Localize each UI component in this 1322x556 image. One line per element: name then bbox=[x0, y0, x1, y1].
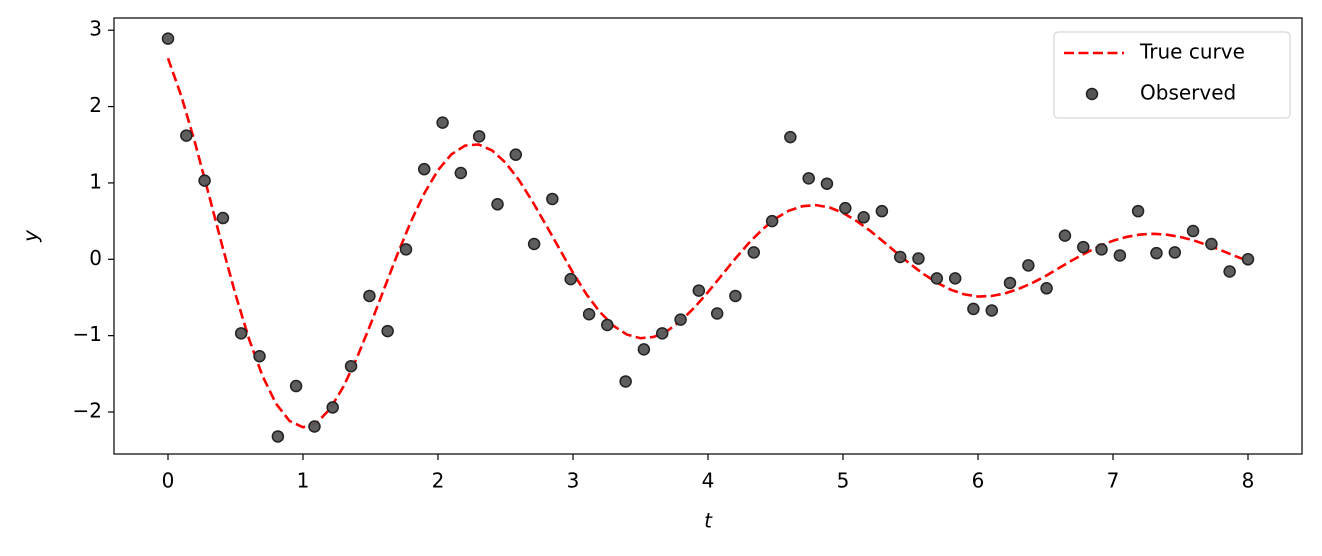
observed-point bbox=[363, 289, 376, 303]
observed-point bbox=[893, 250, 907, 264]
observed-point bbox=[784, 130, 797, 144]
observed-point bbox=[1131, 204, 1145, 218]
observed-point bbox=[637, 343, 651, 356]
observed-point bbox=[546, 192, 559, 206]
observed-point bbox=[1058, 229, 1072, 242]
x-axis-label: t bbox=[704, 509, 713, 533]
observed-point bbox=[747, 246, 761, 259]
observed-point bbox=[308, 420, 321, 433]
observed-point bbox=[399, 243, 413, 256]
observed-point bbox=[674, 313, 687, 326]
observed-point bbox=[692, 284, 706, 297]
y-axis-label: y bbox=[19, 229, 43, 243]
observed-point bbox=[161, 32, 175, 45]
observed-point bbox=[234, 327, 248, 340]
observed-point bbox=[436, 116, 449, 129]
x-tick-label: 7 bbox=[1107, 469, 1120, 493]
legend-swatch bbox=[1085, 87, 1099, 101]
observed-point bbox=[472, 130, 486, 143]
observed-point bbox=[1095, 243, 1108, 256]
observed-point bbox=[271, 430, 285, 443]
observed-point bbox=[1205, 237, 1218, 251]
observed-point bbox=[655, 327, 669, 340]
x-tick-label: 2 bbox=[432, 469, 445, 493]
y-tick-label: 2 bbox=[89, 93, 102, 117]
legend-label: Observed bbox=[1140, 81, 1236, 105]
plot-frame bbox=[113, 17, 1303, 455]
legend-label: True curve bbox=[1139, 40, 1245, 64]
observed-point bbox=[619, 375, 632, 388]
x-tick-label: 8 bbox=[1242, 469, 1255, 493]
y-tick-label: −2 bbox=[73, 399, 102, 423]
x-tick-label: 5 bbox=[837, 469, 850, 493]
observed-point bbox=[820, 177, 834, 190]
observed-point bbox=[582, 308, 596, 321]
observed-point bbox=[198, 174, 211, 187]
observed-point bbox=[839, 201, 852, 215]
observed-point bbox=[601, 318, 614, 332]
observed-point bbox=[1241, 253, 1255, 266]
observed-point bbox=[1040, 282, 1053, 295]
observed-point bbox=[729, 289, 742, 303]
observed-point bbox=[948, 272, 962, 285]
observed-point bbox=[1150, 246, 1163, 260]
observed-point bbox=[875, 204, 889, 218]
y-tick-label: 1 bbox=[89, 169, 102, 193]
x-tick-label: 3 bbox=[567, 469, 580, 493]
x-tick-label: 6 bbox=[972, 469, 985, 493]
observed-point bbox=[180, 129, 193, 142]
observed-point bbox=[1186, 224, 1200, 238]
observed-point bbox=[381, 324, 394, 338]
observed-point bbox=[344, 359, 358, 373]
observed-point bbox=[710, 307, 724, 320]
observed-point bbox=[253, 350, 266, 363]
observed-point bbox=[564, 272, 577, 286]
observed-point bbox=[1022, 259, 1035, 272]
observed-point bbox=[1168, 246, 1182, 259]
true-curve bbox=[166, 57, 1249, 429]
observed-point bbox=[1113, 249, 1127, 262]
y-tick-label: −1 bbox=[73, 322, 102, 346]
observed-point bbox=[1077, 240, 1090, 254]
observed-point bbox=[216, 211, 230, 225]
observed-point bbox=[765, 214, 779, 228]
x-tick-label: 1 bbox=[297, 469, 310, 493]
observed-point bbox=[967, 302, 980, 316]
observed-point bbox=[1003, 276, 1017, 290]
observed-point bbox=[509, 148, 523, 161]
y-tick-label: 0 bbox=[89, 246, 102, 270]
observed-point bbox=[289, 379, 303, 393]
x-tick-label: 4 bbox=[702, 469, 715, 493]
observed-point bbox=[491, 198, 504, 211]
observed-point bbox=[527, 237, 541, 251]
observed-point bbox=[802, 172, 815, 185]
observed-point bbox=[930, 272, 944, 285]
observed-point bbox=[326, 401, 339, 414]
x-tick-label: 0 bbox=[162, 469, 175, 493]
observed-point bbox=[912, 252, 925, 265]
observed-point bbox=[454, 166, 468, 180]
observed-point bbox=[1223, 265, 1236, 278]
observed-point bbox=[417, 162, 431, 176]
y-tick-label: 3 bbox=[89, 17, 102, 41]
observed-point bbox=[985, 304, 999, 317]
observed-point bbox=[857, 211, 870, 224]
